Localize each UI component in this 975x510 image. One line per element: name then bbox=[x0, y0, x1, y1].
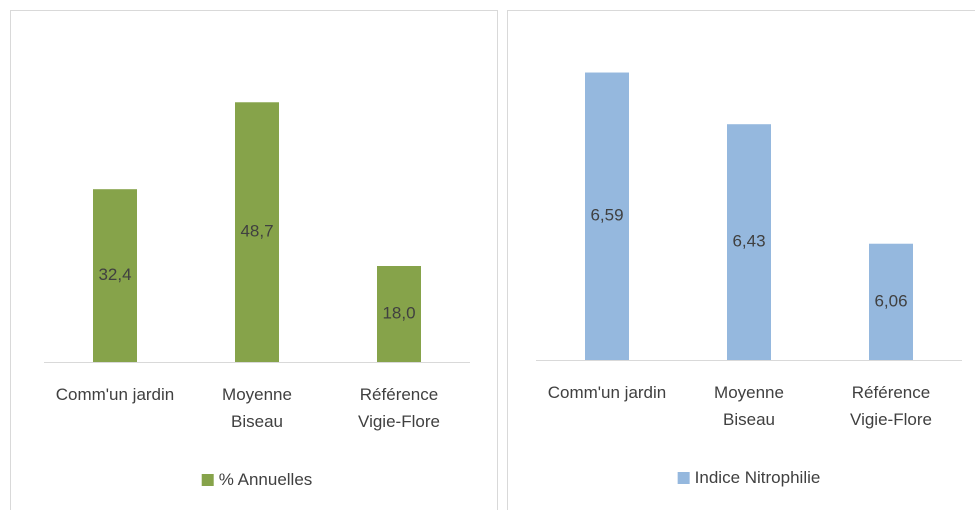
value-label: 6,59 bbox=[590, 206, 623, 225]
legend-swatch bbox=[201, 474, 214, 486]
bar bbox=[869, 243, 913, 360]
value-label: 48,7 bbox=[240, 222, 273, 241]
legend-label: Indice Nitrophilie bbox=[694, 468, 821, 487]
x-tick-label: Moyenne Biseau bbox=[222, 385, 292, 431]
bar bbox=[235, 102, 279, 363]
legend-label: % Annuelles bbox=[218, 470, 313, 489]
value-label: 32,4 bbox=[98, 265, 131, 284]
x-tick-label: Comm'un jardin bbox=[55, 385, 175, 404]
x-tick-label: Comm'un jardin bbox=[547, 383, 667, 402]
value-label: 18,0 bbox=[382, 303, 415, 322]
x-tick-label: Moyenne Biseau bbox=[714, 383, 784, 429]
legend-item: % Annuelles bbox=[201, 470, 313, 490]
legend-item: Indice Nitrophilie bbox=[677, 468, 821, 488]
bar bbox=[377, 266, 421, 362]
bar bbox=[727, 124, 771, 361]
panel bbox=[10, 10, 498, 510]
value-label: 6,06 bbox=[874, 291, 907, 310]
bar bbox=[585, 72, 629, 360]
value-label: 6,43 bbox=[732, 232, 765, 251]
x-tick-label: Référence Vigie-Flore bbox=[358, 385, 440, 431]
x-tick-label: Référence Vigie-Flore bbox=[850, 383, 932, 429]
bar bbox=[93, 189, 137, 362]
legend-swatch bbox=[677, 472, 690, 484]
panel bbox=[507, 10, 975, 510]
